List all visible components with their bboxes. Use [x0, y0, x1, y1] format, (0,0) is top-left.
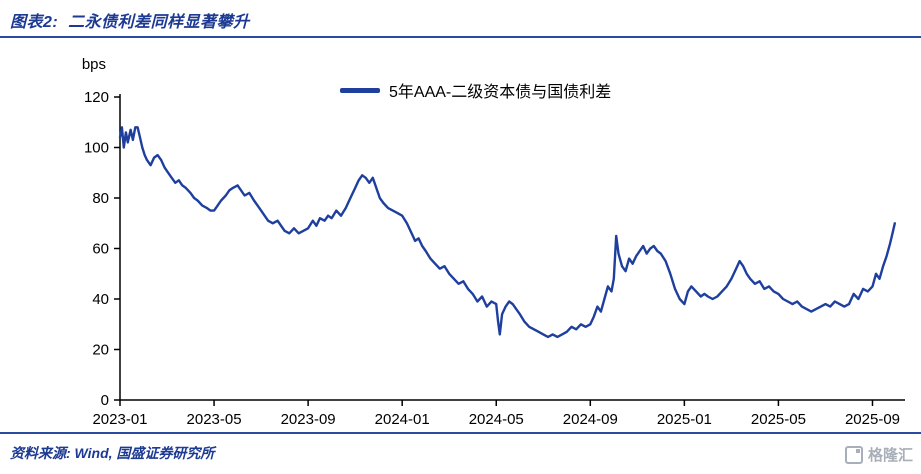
source-text: 资料来源: Wind, 国盛证券研究所	[10, 445, 215, 461]
x-tick-label: 2023-01	[92, 411, 147, 428]
x-tick-label: 2023-09	[281, 411, 336, 428]
y-tick-label: 120	[84, 89, 109, 106]
chart-caption: 图表2: 二永债利差同样显著攀升	[10, 14, 250, 31]
header-divider	[0, 36, 921, 38]
legend-label: 5年AAA-二级资本债与国债利差	[389, 84, 612, 101]
y-tick-label: 60	[92, 241, 109, 258]
x-tick-label: 2025-09	[845, 411, 900, 428]
y-axis-unit: bps	[82, 56, 106, 73]
y-tick-label: 40	[92, 291, 109, 308]
footer-divider	[0, 432, 921, 434]
legend: 5年AAA-二级资本债与国债利差	[340, 78, 611, 102]
y-tick-label: 80	[92, 190, 109, 207]
x-tick-label: 2025-05	[751, 411, 806, 428]
spread-line-series	[118, 126, 896, 339]
y-tick-label: 0	[101, 392, 109, 409]
line-chart: 0 20 40 60 80 100 120 2023-01 2023-05 2023-09 2024…	[82, 56, 905, 428]
gelonghui-logo-icon	[844, 445, 863, 464]
legend-line-swatch-icon	[340, 87, 380, 93]
gelonghui-logo-text: 格隆汇	[867, 447, 913, 464]
gelonghui-logo: 格隆汇	[844, 444, 913, 465]
x-tick-label: 2025-01	[657, 411, 712, 428]
y-tick-label: 100	[84, 140, 109, 157]
x-tick-label: 2024-05	[469, 411, 524, 428]
chart-area: 0 20 40 60 80 100 120 2023-01 2023-05 2023-09 2024…	[0, 42, 921, 432]
y-tick-label: 20	[92, 342, 109, 359]
x-tick-label: 2024-09	[563, 411, 618, 428]
x-tick-label: 2024-01	[375, 411, 430, 428]
x-tick-label: 2023-05	[187, 411, 242, 428]
